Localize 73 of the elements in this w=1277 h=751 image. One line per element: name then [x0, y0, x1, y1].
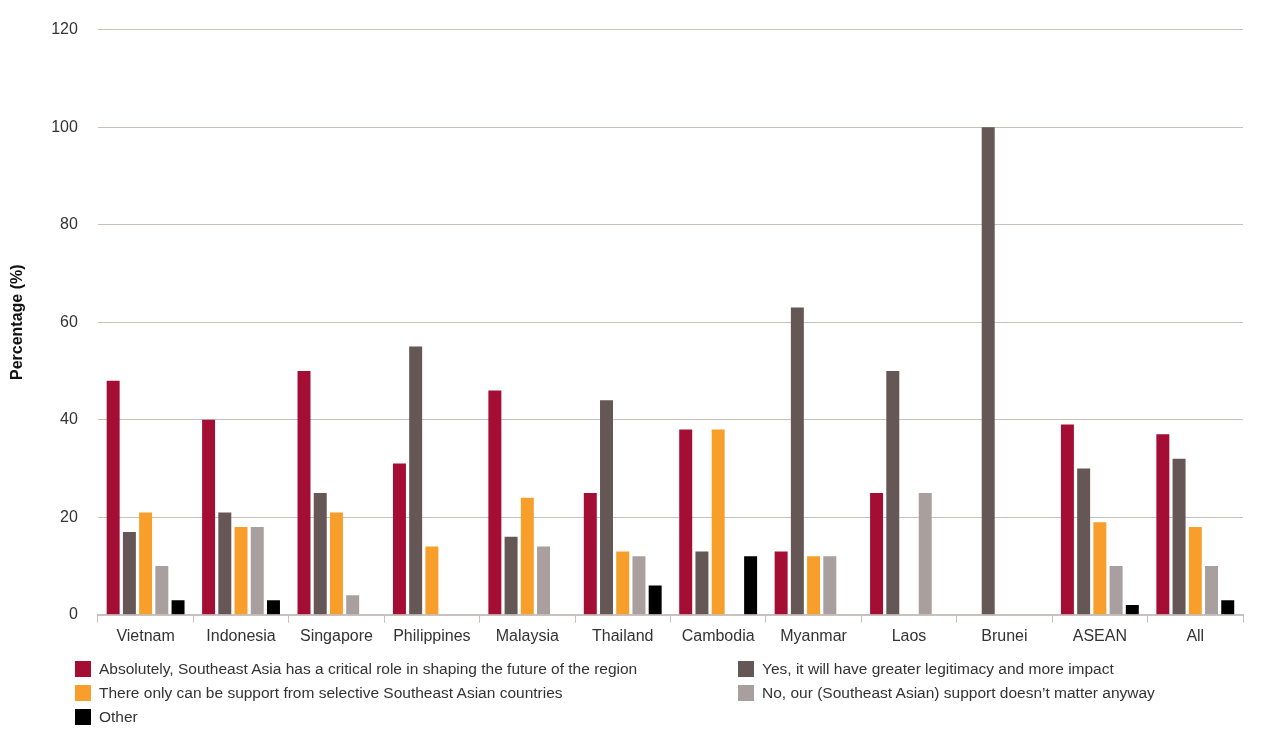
legend-label: Absolutely, Southeast Asia has a critical role in shaping the future of the region — [99, 660, 638, 678]
bar — [1125, 605, 1139, 615]
y-tick-label: 20 — [60, 507, 78, 525]
bar — [409, 346, 423, 615]
bar — [1109, 566, 1123, 615]
bar — [583, 492, 597, 615]
bar — [886, 370, 900, 615]
bar — [823, 556, 837, 615]
legend-label: Yes, it will have greater legitimacy and more impact — [762, 660, 1114, 678]
bar — [504, 536, 518, 615]
bar — [1172, 458, 1186, 615]
bar — [711, 429, 725, 615]
bar — [313, 492, 327, 615]
x-tick-label: Laos — [891, 626, 927, 644]
bar — [488, 390, 502, 615]
y-tick-label: 40 — [60, 410, 78, 428]
x-tick-label: Malaysia — [495, 626, 559, 644]
x-tick-label: Philippines — [393, 626, 471, 644]
y-tick-label: 120 — [51, 20, 78, 38]
bar — [679, 429, 693, 615]
bar — [106, 380, 120, 615]
bar — [329, 512, 343, 615]
bar — [790, 307, 804, 615]
bar — [250, 527, 264, 615]
bar — [1093, 522, 1107, 615]
bar — [218, 512, 232, 615]
bar — [807, 556, 821, 615]
bar — [266, 600, 280, 615]
bar — [537, 546, 551, 615]
bar — [1205, 566, 1218, 615]
legend-label: No, our (Southeast Asian) support doesn’t matter anyway — [762, 684, 1155, 702]
bar — [392, 463, 406, 615]
bar — [616, 551, 630, 615]
bar — [155, 566, 169, 615]
bar — [1188, 527, 1202, 615]
bar — [1156, 434, 1170, 615]
bar — [1077, 468, 1091, 615]
bar — [234, 527, 248, 615]
bar — [139, 512, 153, 615]
x-tick-label: Brunei — [981, 626, 1028, 644]
legend-label: There only can be support from selective Southeast Asian countries — [99, 684, 563, 702]
x-tick-label: Cambodia — [681, 626, 755, 644]
bar — [171, 600, 185, 615]
bar — [1060, 424, 1074, 615]
bar — [870, 492, 884, 615]
bar — [297, 370, 311, 615]
x-tick-label: Myanmar — [780, 626, 848, 644]
y-axis-title: Percentage (%) — [8, 264, 26, 380]
bar — [1221, 600, 1235, 615]
bar — [981, 127, 995, 615]
bar — [600, 400, 613, 615]
x-tick-label: Thailand — [592, 626, 654, 644]
x-tick-label: Singapore — [299, 626, 374, 644]
bar — [695, 551, 709, 615]
bar — [744, 556, 758, 615]
y-tick-label: 80 — [60, 215, 78, 233]
x-tick-label: All — [1186, 626, 1205, 644]
bar — [632, 556, 646, 615]
y-tick-label: 60 — [60, 312, 78, 330]
bar — [918, 492, 932, 615]
y-tick-label: 0 — [68, 605, 78, 623]
bar — [520, 497, 534, 615]
bar — [202, 419, 216, 615]
bar — [346, 595, 360, 615]
y-tick-label: 100 — [51, 117, 78, 135]
bar — [648, 585, 662, 615]
bar — [122, 531, 136, 615]
x-tick-label: ASEAN — [1072, 626, 1127, 644]
bar — [425, 546, 439, 615]
x-tick-label: Vietnam — [116, 626, 175, 644]
legend-label: Other — [99, 708, 138, 726]
bar — [774, 551, 788, 615]
x-tick-label: Indonesia — [206, 626, 276, 644]
